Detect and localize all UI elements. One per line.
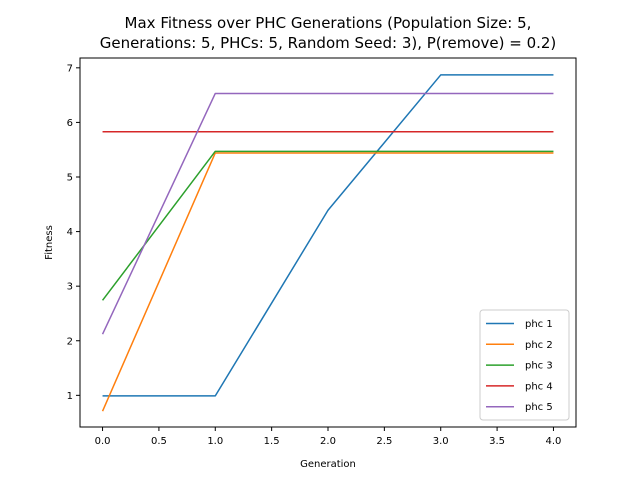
axis-ticks: 0.0 0.5 1.0 1.5 2.0 2.5 3.0 3.5 4.0 1 2 3 4 5 6 7 bbox=[67, 63, 562, 447]
x-tick-label: 0.0 bbox=[95, 436, 111, 447]
series-line-phc-1 bbox=[102, 74, 554, 397]
x-tick-label: 3.5 bbox=[489, 436, 505, 447]
series-lines bbox=[101, 74, 554, 412]
series-line-phc-2 bbox=[101, 152, 554, 412]
x-axis-label: Generation bbox=[300, 459, 356, 470]
y-tick-label: 6 bbox=[67, 118, 73, 129]
x-tick-label: 1.5 bbox=[264, 436, 280, 447]
x-tick-label: 2.5 bbox=[376, 436, 392, 447]
y-tick-label: 1 bbox=[67, 391, 73, 402]
x-tick-label: 3.0 bbox=[433, 436, 449, 447]
y-tick-label: 5 bbox=[67, 172, 73, 183]
legend: phc 1 phc 2 phc 3 phc 4 phc 5 bbox=[479, 309, 570, 421]
x-tick-label: 1.0 bbox=[207, 436, 223, 447]
legend-box bbox=[479, 309, 570, 421]
legend-label: phc 2 bbox=[525, 340, 553, 351]
x-tick-label: 4.0 bbox=[546, 436, 562, 447]
y-tick-label: 2 bbox=[67, 336, 73, 347]
series-line-phc-3 bbox=[101, 150, 554, 301]
legend-label: phc 4 bbox=[525, 381, 553, 392]
y-tick-label: 4 bbox=[67, 227, 73, 238]
chart-title-line-1: Max Fitness over PHC Generations (Popula… bbox=[125, 14, 532, 32]
legend-label: phc 3 bbox=[525, 361, 553, 372]
legend-label: phc 1 bbox=[525, 319, 553, 330]
series-line-phc-5 bbox=[101, 92, 554, 335]
x-tick-label: 2.0 bbox=[320, 436, 336, 447]
x-tick-label: 0.5 bbox=[151, 436, 167, 447]
y-tick-label: 3 bbox=[67, 282, 73, 293]
y-tick-label: 7 bbox=[67, 63, 73, 74]
plot-frame bbox=[79, 57, 577, 428]
chart-title-line-2: Generations: 5, PHCs: 5, Random Seed: 3)… bbox=[100, 34, 557, 52]
y-axis-label: Fitness bbox=[44, 225, 55, 260]
legend-label: phc 5 bbox=[525, 402, 553, 413]
